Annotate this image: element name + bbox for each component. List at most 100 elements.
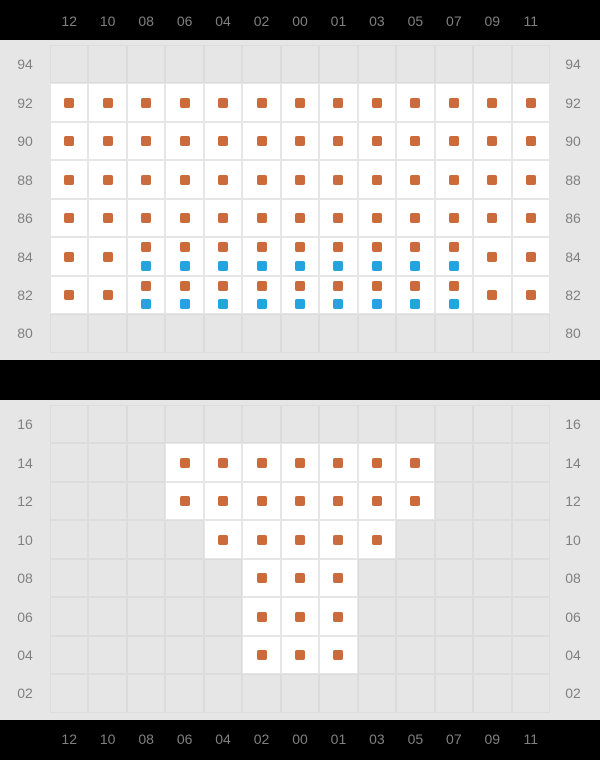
row-label: 04 xyxy=(10,648,40,662)
grid-cell-bg xyxy=(512,45,550,83)
status-marker xyxy=(141,242,151,252)
status-marker xyxy=(257,573,267,583)
status-marker xyxy=(487,136,497,146)
col-label: 07 xyxy=(439,732,469,746)
grid-cell-bg xyxy=(512,559,550,597)
col-label: 02 xyxy=(247,14,277,28)
status-marker xyxy=(295,612,305,622)
status-marker xyxy=(295,573,305,583)
status-marker xyxy=(333,281,343,291)
status-marker xyxy=(257,458,267,468)
grid-cell-bg xyxy=(435,559,473,597)
status-marker xyxy=(526,136,536,146)
row-label: 04 xyxy=(558,648,588,662)
status-marker xyxy=(180,496,190,506)
status-marker xyxy=(218,213,228,223)
status-marker xyxy=(64,136,74,146)
grid-cell-bg xyxy=(281,314,319,352)
status-marker xyxy=(333,213,343,223)
grid-cell-bg xyxy=(127,314,165,352)
col-label: 11 xyxy=(516,14,546,28)
grid-cell-bg xyxy=(88,314,126,352)
status-marker xyxy=(449,242,459,252)
row-label: 16 xyxy=(10,417,40,431)
grid-cell-bg xyxy=(50,674,88,712)
col-label: 03 xyxy=(362,14,392,28)
row-label: 90 xyxy=(558,134,588,148)
status-marker xyxy=(372,458,382,468)
col-label: 00 xyxy=(285,732,315,746)
grid-cell-bg xyxy=(127,405,165,443)
grid-cell-bg xyxy=(396,314,434,352)
grid-cell-bg xyxy=(358,45,396,83)
status-marker xyxy=(372,98,382,108)
status-marker xyxy=(180,299,190,309)
col-label: 01 xyxy=(323,14,353,28)
col-label: 06 xyxy=(170,732,200,746)
status-marker xyxy=(180,213,190,223)
row-label: 88 xyxy=(558,173,588,187)
grid-cell-bg xyxy=(435,636,473,674)
row-label: 10 xyxy=(10,533,40,547)
status-marker xyxy=(449,213,459,223)
grid-cell-bg xyxy=(358,559,396,597)
status-marker xyxy=(141,98,151,108)
row-label: 12 xyxy=(10,494,40,508)
status-marker xyxy=(218,261,228,271)
grid-panel: 16161414121210100808060604040202 xyxy=(0,400,600,720)
row-label: 92 xyxy=(558,96,588,110)
grid-cell-bg xyxy=(127,636,165,674)
row-label: 06 xyxy=(558,610,588,624)
row-label: 80 xyxy=(10,326,40,340)
status-marker xyxy=(410,213,420,223)
status-marker xyxy=(487,290,497,300)
row-label: 14 xyxy=(10,456,40,470)
status-marker xyxy=(410,281,420,291)
status-marker xyxy=(103,175,113,185)
grid-cell-bg xyxy=(127,482,165,520)
grid-cell-bg xyxy=(88,674,126,712)
grid-panel: 94949292909088888686848482828080 xyxy=(0,40,600,360)
grid-cell-bg xyxy=(396,405,434,443)
status-marker xyxy=(103,213,113,223)
status-marker xyxy=(487,213,497,223)
grid-cell-bg xyxy=(165,405,203,443)
row-label: 10 xyxy=(558,533,588,547)
status-marker xyxy=(410,458,420,468)
grid-cell-bg xyxy=(512,636,550,674)
status-marker xyxy=(64,98,74,108)
status-marker xyxy=(372,136,382,146)
grid-cell-bg xyxy=(242,45,280,83)
grid-cell-bg xyxy=(319,405,357,443)
grid-cell-bg xyxy=(512,520,550,558)
status-marker xyxy=(257,650,267,660)
status-marker xyxy=(218,175,228,185)
status-marker xyxy=(333,650,343,660)
col-label: 03 xyxy=(362,732,392,746)
status-marker xyxy=(141,175,151,185)
status-marker xyxy=(526,213,536,223)
row-label: 02 xyxy=(10,686,40,700)
status-marker xyxy=(218,535,228,545)
col-label: 10 xyxy=(93,14,123,28)
grid-cell-bg xyxy=(50,597,88,635)
row-label: 06 xyxy=(10,610,40,624)
grid-cell-bg xyxy=(165,559,203,597)
grid-cell-bg xyxy=(473,636,511,674)
status-marker xyxy=(141,299,151,309)
status-marker xyxy=(180,175,190,185)
grid-cell-bg xyxy=(435,405,473,443)
row-label: 86 xyxy=(10,211,40,225)
status-marker xyxy=(333,496,343,506)
grid-cell-bg xyxy=(512,405,550,443)
status-marker xyxy=(64,213,74,223)
status-marker xyxy=(410,98,420,108)
grid-cell-bg xyxy=(358,636,396,674)
grid-cell-bg xyxy=(435,314,473,352)
grid-cell-bg xyxy=(50,314,88,352)
grid-cell-bg xyxy=(88,482,126,520)
col-label: 11 xyxy=(516,732,546,746)
status-marker xyxy=(180,458,190,468)
status-marker xyxy=(449,175,459,185)
row-label: 94 xyxy=(558,57,588,71)
